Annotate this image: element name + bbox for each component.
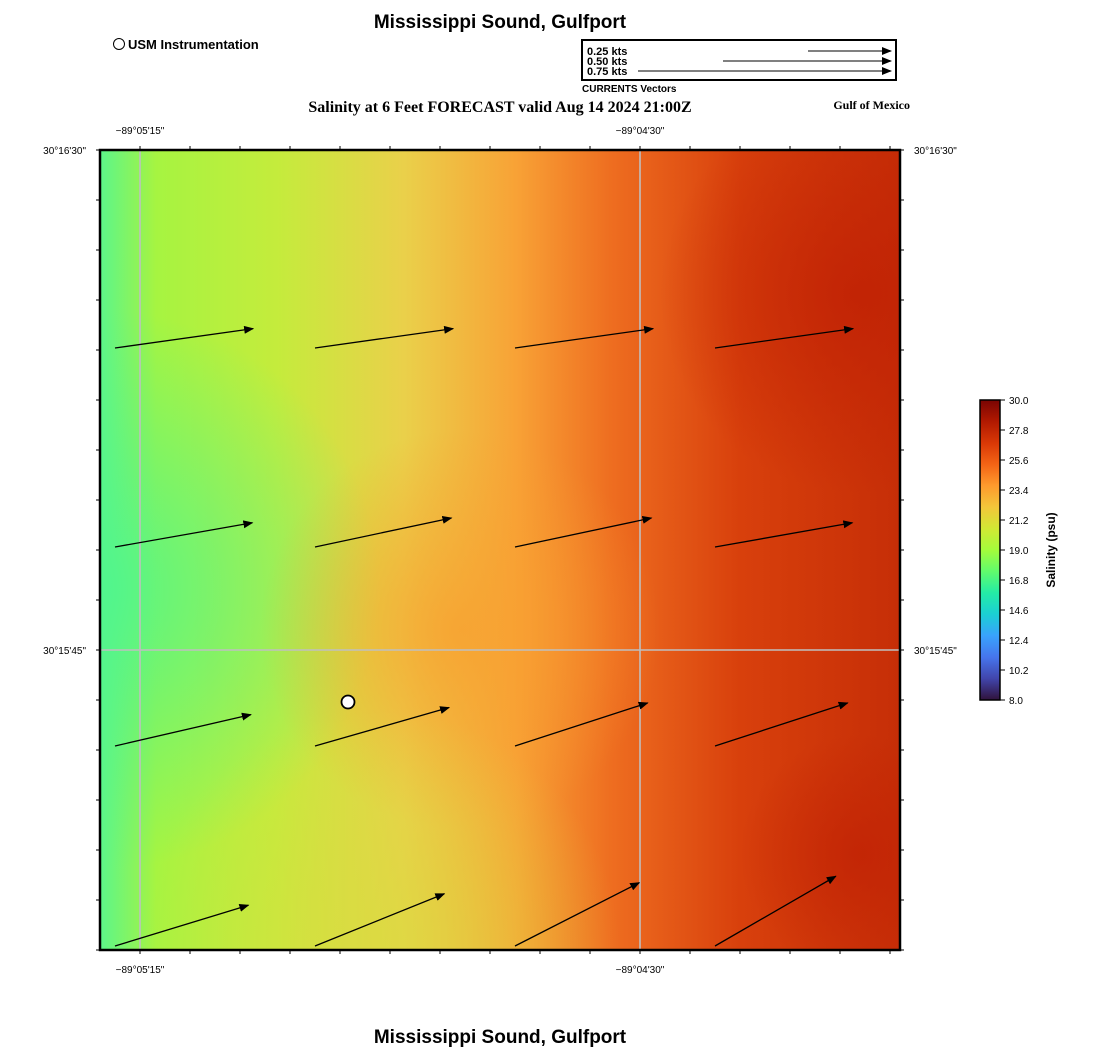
map-subtitle: Salinity at 6 Feet FORECAST valid Aug 14… (308, 99, 692, 116)
colorbar-gradient (979, 399, 1001, 701)
colorbar-tick-label-9: 10.2 (1009, 666, 1029, 677)
colorbar-tick-label-0: 30.0 (1009, 396, 1029, 407)
lon-tick-label-bottom-0: −89°05'15" (116, 965, 165, 976)
colorbar-tick-label-8: 12.4 (1009, 636, 1029, 647)
colorbar: 30.0 27.8 25.6 23.4 21.2 19.0 16.8 14.6 12.4 10.2… (979, 396, 1058, 707)
current-vector-r2c1 (114, 520, 254, 548)
lat-tick-label-right-1: 30°15'45" (914, 646, 957, 657)
vector-legend: 0.25 kts 0.50 kts 0.75 kts (581, 39, 897, 81)
colorbar-tick-label-10: 8.0 (1009, 696, 1023, 707)
colorbar-tick-label-4: 21.2 (1009, 516, 1029, 527)
colorbar-tick-label-1: 27.8 (1009, 426, 1029, 437)
current-vector-r3c4 (714, 701, 849, 747)
footer-title: Mississippi Sound, Gulfport (373, 1027, 627, 1048)
current-vector-r1c1 (114, 325, 255, 349)
colorbar-ticks: 30.0 27.8 25.6 23.4 21.2 19.0 16.8 14.6 12.4 10.2… (1000, 396, 1029, 707)
station-marker-icon (113, 38, 125, 50)
current-vector-r1c3 (514, 325, 655, 349)
colorbar-tick-label-7: 14.6 (1009, 606, 1029, 617)
vector-legend-caption: CURRENTS Vectors (582, 84, 677, 95)
instrument-legend-label: USM Instrumentation (128, 37, 259, 52)
current-vector-r4c4 (714, 875, 837, 947)
vector-legend-label-1: 0.50 kts (587, 56, 627, 68)
lon-tick-label-top-1: −89°04'30" (616, 126, 665, 137)
lon-tick-label-top-0: −89°05'15" (116, 126, 165, 137)
usm-station-marker[interactable] (340, 694, 356, 710)
colorbar-tick-label-5: 19.0 (1009, 546, 1029, 557)
map-frame (96, 146, 904, 954)
current-vectors (114, 325, 855, 947)
colorbar-tick-label-3: 23.4 (1009, 486, 1029, 497)
current-vector-r2c2 (314, 515, 453, 548)
current-vector-r3c3 (514, 701, 649, 747)
current-vector-r1c4 (714, 325, 855, 349)
lat-tick-label-left-0: 30°16'30" (43, 146, 86, 157)
lat-tick-label-left-1: 30°15'45" (43, 646, 86, 657)
current-vector-r4c2 (314, 893, 446, 947)
tick-labels: −89°05'15" −89°05'15" −89°04'30" −89°04'30"… (43, 126, 957, 976)
current-vector-r1c2 (314, 325, 455, 349)
salinity-field-shade-south (100, 150, 900, 950)
colorbar-tick-label-2: 25.6 (1009, 456, 1029, 467)
current-vector-r4c1 (114, 904, 250, 947)
lat-tick-label-right-0: 30°16'30" (914, 146, 957, 157)
colorbar-tick-label-6: 16.8 (1009, 576, 1029, 587)
vector-legend-label-0: 0.25 kts (587, 46, 627, 58)
current-vector-r2c4 (714, 520, 854, 548)
map-title: Mississippi Sound, Gulfport (373, 12, 627, 33)
colorbar-label: Salinity (psu) (1044, 512, 1058, 587)
current-vector-r2c3 (514, 515, 653, 548)
current-vector-r3c1 (114, 712, 252, 747)
current-vector-r3c2 (314, 706, 451, 747)
current-vector-r4c3 (514, 882, 641, 947)
vector-legend-label-2: 0.75 kts (587, 66, 627, 78)
region-label: Gulf of Mexico (833, 98, 910, 112)
instrument-legend: USM Instrumentation (113, 37, 259, 52)
lon-tick-label-bottom-1: −89°04'30" (616, 965, 665, 976)
